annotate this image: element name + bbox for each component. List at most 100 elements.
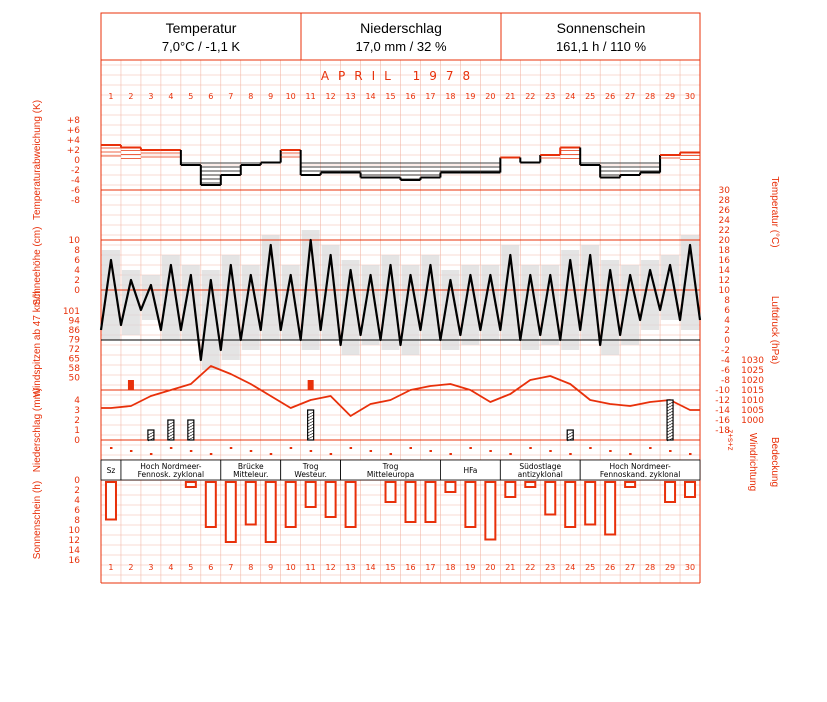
precip-hatch [307,423,314,428]
anomaly-tick: +4 [67,136,81,146]
day-label: 15 [385,563,395,572]
precip-hatch [307,411,314,416]
day-label: 29 [665,563,675,572]
wind-tick: 72 [69,345,80,355]
temp-band [641,260,660,330]
wind-dir-marker [489,450,492,452]
sunshine-bar [184,481,197,488]
temperature-tick: -4 [721,356,730,366]
header-precip-value: 17,0 mm / 32 % [355,39,446,54]
wind-dir-marker [549,450,552,452]
sunshine-bar [624,481,637,488]
day-label: 10 [286,563,296,572]
temperature-tick: 6 [724,306,730,316]
wind-peak-bar [307,380,314,390]
anomaly-tick: +6 [67,126,81,136]
sunshine-bar [484,481,497,541]
day-label: 7 [228,563,233,572]
day-label: 22 [525,92,535,101]
temperature-tick: 16 [719,256,731,266]
day-label: 13 [345,92,355,101]
day-label: 25 [585,563,595,572]
wind-dir-marker [229,447,233,449]
day-label: 16 [405,563,415,572]
precip-hatch [187,421,194,426]
precip-tick: 4 [74,396,80,406]
temperature-tick: 26 [719,206,731,216]
precip-hatch [666,428,674,433]
sunshine-bar [384,481,397,503]
temperature-tick: 24 [719,216,731,226]
temperature-tick: 28 [719,196,731,206]
wind-dir-marker [449,453,452,455]
sunshine-bar [304,481,317,508]
temperature-tick: 20 [719,236,731,246]
wind-tick: 86 [69,326,81,336]
weather-type-label: Brücke [238,462,264,471]
day-label: 6 [208,92,213,101]
day-label: 5 [188,92,193,101]
weather-type-label: Fennosk. zyklonal [138,470,204,479]
day-label: 4 [168,563,173,572]
day-label: 12 [326,92,336,101]
weather-type-label: Hoch Nordmeer- [140,462,202,471]
day-label: 8 [248,563,253,572]
precip-hatch [167,433,175,438]
wind-dir-marker [169,447,173,449]
temp-band [421,255,440,340]
precip-hatch [187,430,194,435]
precip-bar [307,409,315,441]
sunshine-bar [324,481,337,518]
header-sun-value: 161,1 h / 110 % [556,39,647,54]
day-label: 14 [365,92,375,101]
sun-tick: 2 [74,486,80,496]
anomaly-tick: -4 [71,176,80,186]
wind-dir-marker [349,447,353,449]
day-label: 20 [485,92,495,101]
day-label: 27 [625,563,635,572]
temperature-tick: 22 [719,226,730,236]
precip-hatch [307,417,314,422]
day-label: 11 [306,92,316,101]
sun-tick: 10 [69,526,81,536]
ylabel-pressure: Luftdruck (hPa) [769,296,780,364]
precip-hatch [167,427,175,432]
temperature-tick: 4 [724,316,730,326]
ylabel-temp-anomaly: Temperaturabweichung (K) [32,100,43,220]
day-label: 8 [248,92,253,101]
wind-dir-marker [189,450,193,452]
wind-tick: 50 [69,374,81,384]
precip-hatch [666,407,674,412]
ylabel-wind: Windspitzen ab 47 km/h [32,291,43,398]
precip-hatch [307,420,314,425]
ylabel-temperature: Temperatur (°C) [769,176,780,247]
day-label: 12 [326,563,336,572]
day-label: 29 [665,92,675,101]
pressure-tick: 1015 [741,386,764,396]
day-label: 25 [585,92,595,101]
precip-hatch [666,401,674,406]
temperature-tick: -10 [715,386,730,396]
temp-line [99,238,702,362]
precip-hatch [167,436,175,441]
weather-type-label: Sz [107,466,116,475]
temp-band [401,265,420,355]
day-label: 16 [405,92,415,101]
precip-hatch [666,416,674,421]
day-label: 13 [345,563,355,572]
sunshine-bar [544,481,557,516]
precip-hatch [666,437,674,442]
temp-band [661,255,680,320]
sunshine-bar [504,481,517,498]
precip-hatch [666,431,674,436]
wind-tick: 79 [69,336,81,346]
precip-hatch [567,437,574,442]
temp-band [361,265,380,345]
temp-band [481,265,500,340]
sunshine-bar [444,481,457,493]
day-label: 18 [445,92,455,101]
day-label: 9 [268,92,273,101]
precip-hatch [666,404,674,409]
sun-tick: 0 [74,476,80,486]
